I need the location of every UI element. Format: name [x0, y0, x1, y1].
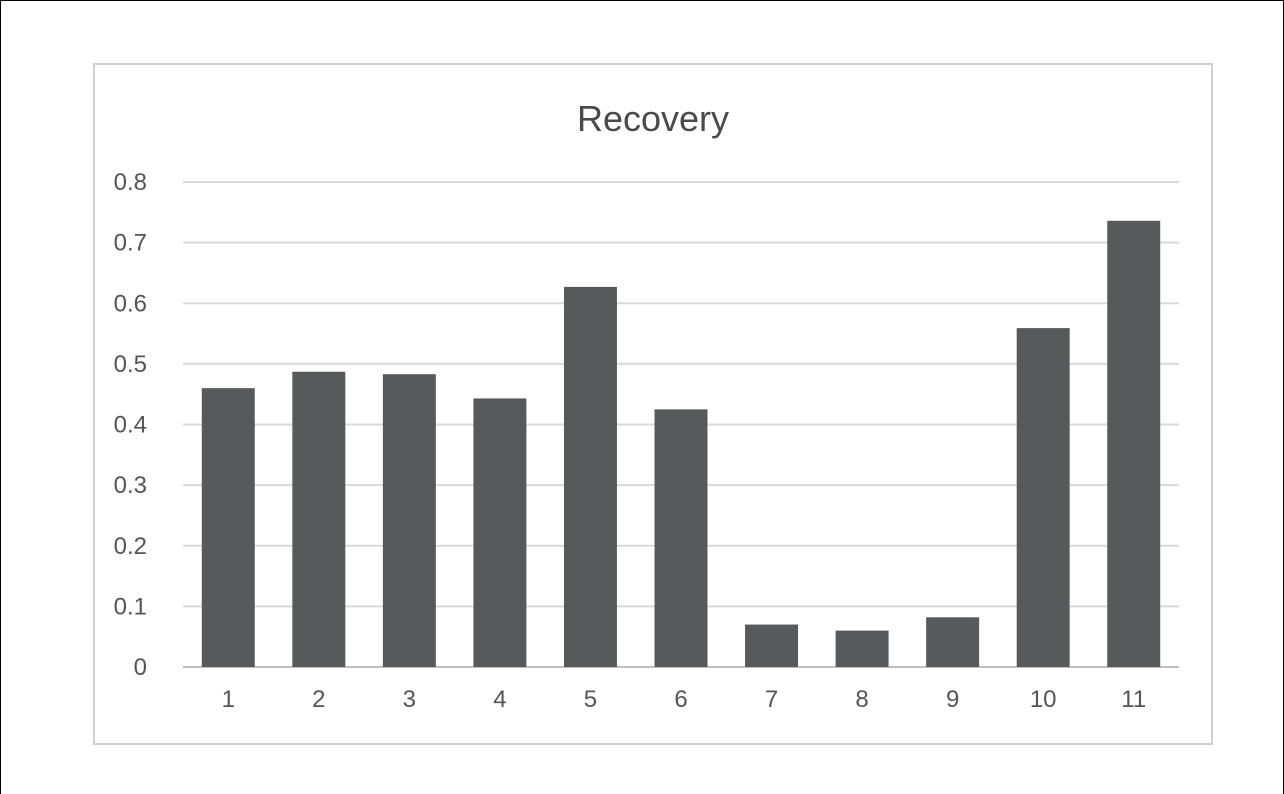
bar-3 — [382, 374, 436, 667]
y-tick-label: 0.7 — [114, 230, 147, 257]
x-tick-label: 5 — [584, 686, 597, 713]
x-axis-ticks: 1 2 3 4 5 6 7 8 9 10 11 — [222, 686, 1147, 713]
bar-9 — [926, 617, 980, 667]
x-tick-label: 2 — [312, 686, 325, 713]
x-tick-label: 9 — [946, 686, 959, 713]
bar-chart: Recovery 0 0.1 0.2 0.3 0.4 0.5 0.6 0.7 0.8 1 2 3 4 5… — [114, 98, 1179, 713]
x-tick-label: 4 — [493, 686, 506, 713]
bar-8 — [835, 630, 889, 667]
y-tick-label: 0.8 — [114, 169, 147, 196]
bar-10 — [1016, 328, 1070, 667]
x-tick-label: 10 — [1030, 686, 1057, 713]
bars — [201, 220, 1161, 668]
bar-7 — [745, 624, 799, 667]
bar-6 — [654, 409, 708, 667]
bar-5 — [563, 286, 617, 667]
x-tick-label: 8 — [855, 686, 868, 713]
bar-4 — [473, 398, 527, 667]
x-tick-label: 6 — [674, 686, 687, 713]
y-tick-label: 0.4 — [114, 412, 147, 439]
y-tick-label: 0.3 — [114, 472, 147, 499]
chart-frame: Recovery 0 0.1 0.2 0.3 0.4 0.5 0.6 0.7 0.8 1 2 3 4 5… — [93, 63, 1213, 745]
y-tick-label: 0.1 — [114, 593, 147, 620]
y-tick-label: 0 — [134, 654, 147, 681]
bar-11 — [1107, 220, 1161, 668]
x-tick-label: 1 — [222, 686, 235, 713]
bar-2 — [292, 371, 346, 667]
bar-1 — [201, 388, 255, 667]
x-tick-label: 11 — [1121, 686, 1146, 713]
x-tick-label: 3 — [403, 686, 416, 713]
y-tick-label: 0.5 — [114, 351, 147, 378]
x-tick-label: 7 — [765, 686, 778, 713]
y-tick-label: 0.2 — [114, 533, 147, 560]
chart-title: Recovery — [577, 98, 729, 139]
y-axis-ticks: 0 0.1 0.2 0.3 0.4 0.5 0.6 0.7 0.8 — [114, 169, 147, 681]
y-tick-label: 0.6 — [114, 290, 147, 317]
